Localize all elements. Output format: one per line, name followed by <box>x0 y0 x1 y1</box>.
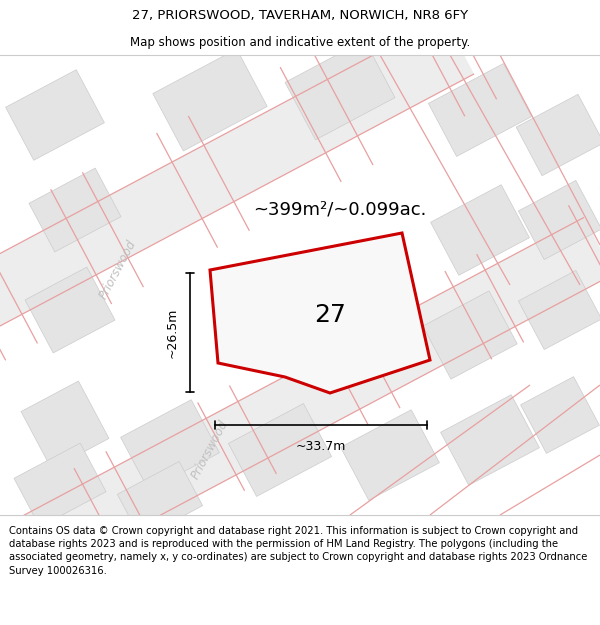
Polygon shape <box>516 94 600 176</box>
Text: Priorswood: Priorswood <box>189 418 231 482</box>
Polygon shape <box>521 377 599 453</box>
Text: 27: 27 <box>314 303 346 327</box>
Polygon shape <box>285 40 395 140</box>
Polygon shape <box>428 64 532 156</box>
Polygon shape <box>341 410 439 500</box>
Polygon shape <box>5 70 104 160</box>
Polygon shape <box>0 217 600 602</box>
Polygon shape <box>518 181 600 259</box>
Text: Contains OS data © Crown copyright and database right 2021. This information is : Contains OS data © Crown copyright and d… <box>9 526 587 576</box>
Polygon shape <box>210 233 430 393</box>
Polygon shape <box>29 168 121 252</box>
Text: ~399m²/~0.099ac.: ~399m²/~0.099ac. <box>253 201 427 219</box>
Polygon shape <box>21 381 109 469</box>
Polygon shape <box>0 18 474 402</box>
Text: Priorswood: Priorswood <box>97 238 139 302</box>
Polygon shape <box>229 404 332 496</box>
Polygon shape <box>423 291 517 379</box>
Polygon shape <box>14 443 106 527</box>
Polygon shape <box>431 185 529 275</box>
Polygon shape <box>121 400 220 490</box>
Text: 27, PRIORSWOOD, TAVERHAM, NORWICH, NR8 6FY: 27, PRIORSWOOD, TAVERHAM, NORWICH, NR8 6… <box>132 9 468 22</box>
Polygon shape <box>25 267 115 353</box>
Text: ~33.7m: ~33.7m <box>296 441 346 454</box>
Polygon shape <box>440 395 539 485</box>
Polygon shape <box>118 461 203 539</box>
Polygon shape <box>153 49 267 151</box>
Text: Map shows position and indicative extent of the property.: Map shows position and indicative extent… <box>130 36 470 49</box>
Text: ~26.5m: ~26.5m <box>166 308 179 358</box>
Polygon shape <box>518 271 600 349</box>
